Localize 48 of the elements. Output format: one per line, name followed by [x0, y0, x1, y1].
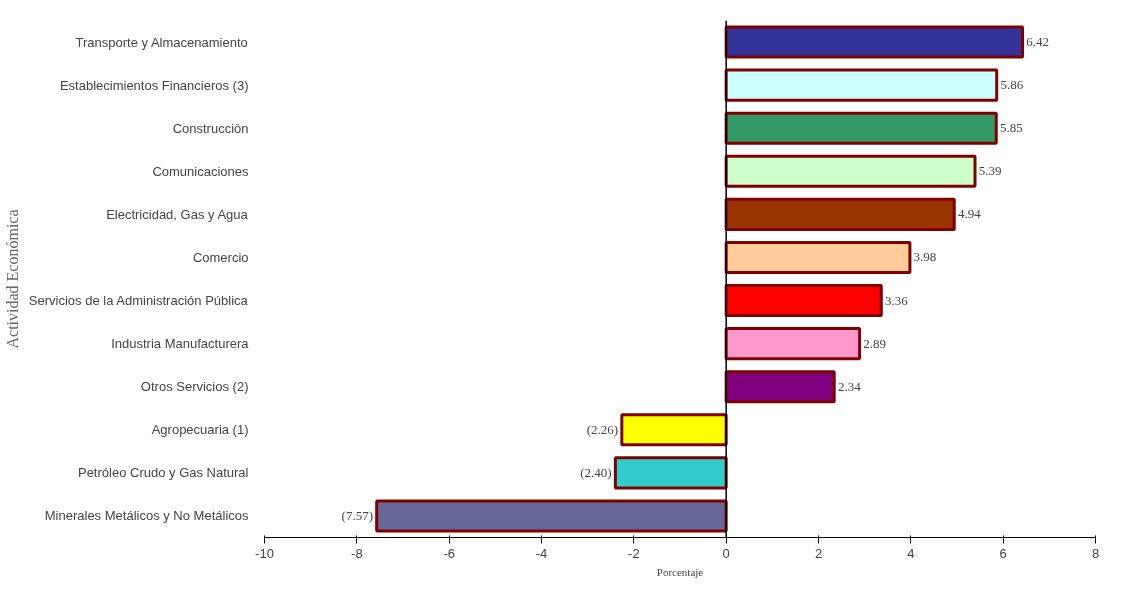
- x-tick-label: 2: [814, 545, 823, 561]
- y-tick-label: Petróleo Crudo y Gas Natural: [77, 465, 249, 481]
- x-tick-label: 8: [1091, 545, 1100, 561]
- data-label: 2.34: [837, 378, 862, 394]
- bar: [724, 25, 1025, 59]
- x-tick-label: -4: [535, 545, 548, 561]
- data-label: 3.98: [913, 249, 937, 265]
- bar: [620, 413, 728, 447]
- y-tick-label: Electricidad, Gas y Agua: [106, 206, 249, 222]
- y-tick-label: Industria Manufacturera: [111, 336, 250, 352]
- x-tick-label: -2: [628, 545, 640, 561]
- y-tick-label: Agropecuaria (1): [151, 422, 249, 438]
- y-tick-label: Comunicaciones: [152, 163, 249, 179]
- y-tick-label: Servicios de la Administración Pública: [28, 293, 249, 309]
- x-tick-label: -8: [351, 545, 363, 561]
- x-tick-label: -6: [443, 545, 455, 561]
- x-tick-label: 0: [722, 545, 730, 561]
- y-tick-label: Comercio: [192, 249, 249, 265]
- bar: [724, 197, 956, 231]
- bar: [613, 456, 728, 490]
- data-label: 3.36: [884, 292, 909, 308]
- y-tick-label: Minerales Metálicos y No Metálicos: [44, 508, 249, 524]
- data-label: (2.40): [580, 465, 612, 481]
- data-label: 5.39: [978, 163, 1002, 179]
- bar: [724, 327, 862, 361]
- bar: [724, 111, 998, 145]
- bar: [724, 154, 977, 188]
- data-label: 5.85: [999, 120, 1023, 136]
- data-label: 4.94: [957, 206, 982, 222]
- x-axis-title: Porcentaje: [656, 565, 704, 578]
- data-label: 2.89: [863, 335, 887, 351]
- bar: [724, 283, 883, 318]
- bar: [724, 240, 912, 275]
- x-tick-label: 4: [907, 545, 915, 561]
- data-label: 6.42: [1026, 34, 1049, 50]
- y-tick-label: Otros Servicios (2): [140, 379, 249, 395]
- data-label: (7.57): [341, 508, 374, 524]
- y-tick-label: Establecimientos Financieros (3): [59, 77, 249, 93]
- y-axis-title: Actividad Económica: [3, 209, 21, 349]
- bar: [375, 499, 728, 533]
- x-tick-label: -10: [255, 545, 274, 561]
- y-tick-label: Construcción: [172, 120, 249, 136]
- y-tick-label: Transporte y Almacenamiento: [75, 34, 248, 50]
- data-label: 5.86: [1000, 77, 1024, 93]
- bar: [724, 370, 836, 404]
- x-tick-label: 6: [999, 545, 1007, 561]
- data-label: (2.26): [586, 422, 619, 438]
- bar: [724, 68, 999, 102]
